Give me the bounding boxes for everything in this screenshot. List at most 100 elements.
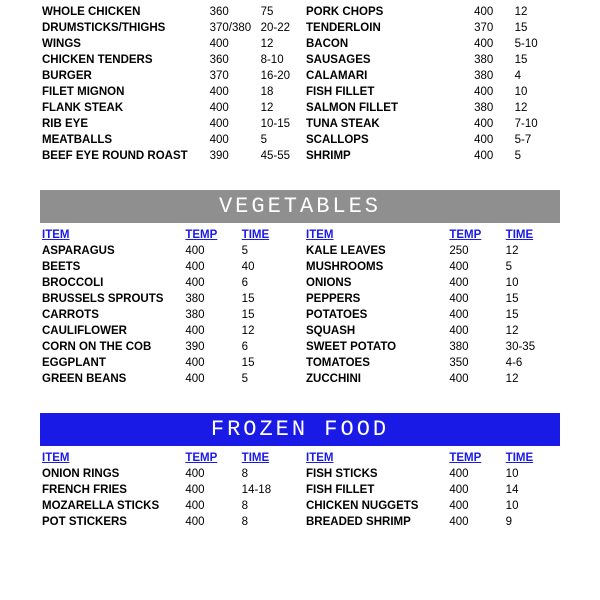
col-header-item: ITEM [304,227,447,243]
item-cell: WHOLE CHICKEN [40,4,208,20]
meat-table-right: PORK CHOPS40012TENDERLOIN37015BACON4005-… [304,4,560,164]
item-cell: FRENCH FRIES [40,482,183,498]
item-cell: FISH FILLET [304,482,447,498]
time-cell: 15 [240,307,296,323]
item-cell: FILET MIGNON [40,84,208,100]
time-cell: 10-15 [259,116,296,132]
table-row: BEEF EYE ROUND ROAST39045-55 [40,148,296,164]
col-header-item: ITEM [40,450,183,466]
table-row: SALMON FILLET38012 [304,100,560,116]
time-cell: 15 [240,355,296,371]
temp-cell: 400 [472,84,513,100]
item-cell: ZUCCHINI [304,371,447,387]
temp-cell: 400 [208,132,259,148]
vegetables-table-left: ITEM TEMP TIME ASPARAGUS4005BEETS40040BR… [40,227,296,387]
item-cell: CARROTS [40,307,183,323]
table-row: KALE LEAVES25012 [304,243,560,259]
table-row: FISH STICKS40010 [304,466,560,482]
table-row: MOZARELLA STICKS4008 [40,498,296,514]
table-row: FISH FILLET40010 [304,84,560,100]
table-row: TOMATOES3504-6 [304,355,560,371]
temp-cell: 400 [472,132,513,148]
time-cell: 12 [513,4,560,20]
item-cell: GREEN BEANS [40,371,183,387]
temp-cell: 390 [183,339,239,355]
item-cell: PEPPERS [304,291,447,307]
time-cell: 12 [240,323,296,339]
temp-cell: 400 [472,148,513,164]
table-row: GREEN BEANS4005 [40,371,296,387]
temp-cell: 400 [183,275,239,291]
time-cell: 10 [513,84,560,100]
temp-cell: 360 [208,4,259,20]
col-header-temp: TEMP [447,450,503,466]
time-cell: 10 [504,466,560,482]
temp-cell: 400 [183,466,239,482]
item-cell: SHRIMP [304,148,472,164]
time-cell: 12 [504,323,560,339]
table-row: BEETS40040 [40,259,296,275]
time-cell: 9 [504,514,560,530]
temp-cell: 400 [447,323,503,339]
table-row: CAULIFLOWER40012 [40,323,296,339]
temp-cell: 400 [447,482,503,498]
item-cell: BEEF EYE ROUND ROAST [40,148,208,164]
meat-table: WHOLE CHICKEN36075DRUMSTICKS/THIGHS370/3… [40,0,560,164]
table-row: RIB EYE40010-15 [40,116,296,132]
item-cell: ONIONS [304,275,447,291]
time-cell: 12 [504,243,560,259]
item-cell: CHICKEN TENDERS [40,52,208,68]
temp-cell: 390 [208,148,259,164]
time-cell: 12 [513,100,560,116]
table-row: MEATBALLS4005 [40,132,296,148]
temp-cell: 370 [472,20,513,36]
item-cell: SQUASH [304,323,447,339]
temp-cell: 400 [183,514,239,530]
time-cell: 5 [240,371,296,387]
table-row: ONIONS40010 [304,275,560,291]
table-row: ASPARAGUS4005 [40,243,296,259]
table-row: BRUSSELS SPROUTS38015 [40,291,296,307]
table-row: PORK CHOPS40012 [304,4,560,20]
table-row: SAUSAGES38015 [304,52,560,68]
time-cell: 8 [240,514,296,530]
meat-table-left: WHOLE CHICKEN36075DRUMSTICKS/THIGHS370/3… [40,4,296,164]
item-cell: BREADED SHRIMP [304,514,447,530]
table-row: FRENCH FRIES40014-18 [40,482,296,498]
table-row: BROCCOLI4006 [40,275,296,291]
table-row: SWEET POTATO38030-35 [304,339,560,355]
temp-cell: 400 [208,116,259,132]
temp-cell: 400 [472,116,513,132]
temp-cell: 370/380 [208,20,259,36]
table-row: CALAMARI3804 [304,68,560,84]
time-cell: 14-18 [240,482,296,498]
temp-cell: 400 [447,514,503,530]
temp-cell: 400 [183,323,239,339]
table-row: CHICKEN TENDERS3608-10 [40,52,296,68]
item-cell: POT STICKERS [40,514,183,530]
table-row: FILET MIGNON40018 [40,84,296,100]
time-cell: 12 [259,100,296,116]
table-row: FLANK STEAK40012 [40,100,296,116]
frozen-banner: FROZEN FOOD [40,413,560,446]
temp-cell: 400 [183,259,239,275]
temp-cell: 380 [472,52,513,68]
table-row: EGGPLANT40015 [40,355,296,371]
item-cell: BEETS [40,259,183,275]
table-row: WINGS40012 [40,36,296,52]
time-cell: 18 [259,84,296,100]
time-cell: 6 [240,275,296,291]
temp-cell: 400 [447,275,503,291]
col-header-item: ITEM [304,450,447,466]
frozen-table: ITEM TEMP TIME ONION RINGS4008FRENCH FRI… [40,450,560,530]
item-cell: MUSHROOMS [304,259,447,275]
temp-cell: 400 [447,371,503,387]
table-row: TENDERLOIN37015 [304,20,560,36]
temp-cell: 400 [183,498,239,514]
temp-cell: 400 [447,307,503,323]
table-row: BACON4005-10 [304,36,560,52]
temp-cell: 400 [447,466,503,482]
temp-cell: 370 [208,68,259,84]
temp-cell: 400 [472,36,513,52]
temp-cell: 400 [447,291,503,307]
